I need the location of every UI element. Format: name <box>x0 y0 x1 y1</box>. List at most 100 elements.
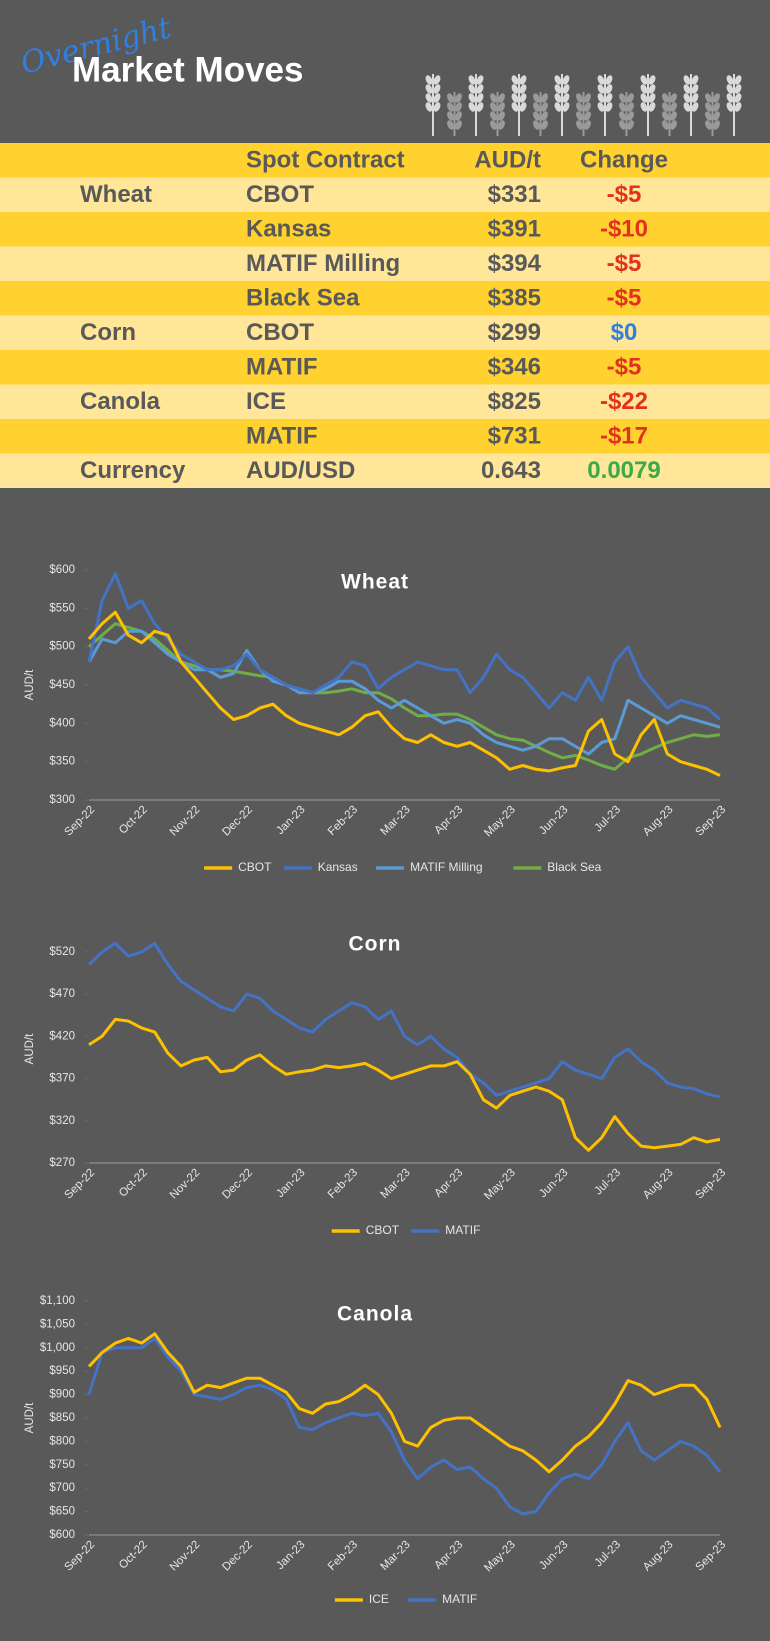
grain <box>662 93 669 103</box>
grain <box>554 75 562 85</box>
chart-title: Corn <box>349 933 402 956</box>
grain <box>533 93 540 103</box>
price: $331 <box>488 181 541 208</box>
grain <box>691 84 699 94</box>
grain <box>619 120 626 130</box>
grain <box>562 93 570 103</box>
grain <box>597 75 605 85</box>
price: $385 <box>488 285 541 312</box>
change: -$5 <box>607 250 642 277</box>
grain <box>627 93 634 103</box>
y-tick-label: $650 <box>49 1506 75 1518</box>
grain <box>433 75 441 85</box>
grain <box>562 75 570 85</box>
contract: CBOT <box>246 181 314 208</box>
grain <box>533 102 540 112</box>
column-header: Spot Contract <box>246 147 405 174</box>
grain <box>619 102 626 112</box>
grain <box>519 75 527 85</box>
price: $825 <box>488 388 541 415</box>
grain <box>713 93 720 103</box>
y-tick-label: $1,050 <box>40 1318 75 1330</box>
chart-title: Canola <box>337 1303 413 1326</box>
grain <box>447 111 454 121</box>
series-line <box>88 1017 721 1152</box>
contract: CBOT <box>246 319 314 346</box>
grain <box>541 102 548 112</box>
grain <box>490 102 497 112</box>
contract: Kansas <box>246 216 331 243</box>
legend-label: MATIF <box>445 1223 480 1237</box>
grain <box>511 75 519 85</box>
grain <box>605 75 613 85</box>
row-group: Currency <box>80 457 186 484</box>
grain <box>476 102 484 112</box>
grain <box>597 93 605 103</box>
grain <box>554 93 562 103</box>
grain <box>670 93 677 103</box>
row-group: Canola <box>80 388 161 415</box>
y-axis-label: AUD/t <box>24 1033 36 1064</box>
y-tick-label: $350 <box>49 756 75 768</box>
grain <box>541 93 548 103</box>
column-header: Change <box>580 147 668 174</box>
table-row <box>0 419 770 454</box>
series-line <box>87 1336 722 1516</box>
grain <box>498 111 505 121</box>
y-tick-label: $300 <box>49 794 75 806</box>
y-tick-label: $1,100 <box>40 1295 75 1307</box>
grain <box>425 102 433 112</box>
price: $299 <box>488 319 541 346</box>
y-tick-label: $450 <box>49 679 75 691</box>
legend-label: ICE <box>369 1592 389 1606</box>
grain <box>490 111 497 121</box>
contract: MATIF Milling <box>246 250 400 277</box>
grain <box>734 75 742 85</box>
y-tick-label: $950 <box>49 1365 75 1377</box>
legend-label: Kansas <box>318 860 358 874</box>
y-tick-label: $700 <box>49 1482 75 1494</box>
legend-label: CBOT <box>366 1223 400 1237</box>
wheat-icons <box>425 74 742 136</box>
chart-title: Wheat <box>341 571 409 594</box>
legend-label: MATIF <box>442 1592 477 1606</box>
y-tick-label: $500 <box>49 641 75 653</box>
grain <box>584 102 591 112</box>
table-row <box>0 246 770 281</box>
grain <box>726 84 734 94</box>
grain <box>498 102 505 112</box>
grain <box>734 102 742 112</box>
grain <box>691 93 699 103</box>
grain <box>576 102 583 112</box>
grain <box>648 84 656 94</box>
table-row <box>0 177 770 212</box>
series-line <box>87 610 721 777</box>
grain <box>576 120 583 130</box>
grain <box>519 93 527 103</box>
grain <box>476 84 484 94</box>
grain <box>425 75 433 85</box>
grain <box>468 102 476 112</box>
change: -$10 <box>600 216 648 243</box>
grain <box>476 75 484 85</box>
y-tick-label: $800 <box>49 1435 75 1447</box>
grain <box>640 75 648 85</box>
price: $391 <box>488 216 541 243</box>
grain <box>683 102 691 112</box>
grain <box>713 120 720 130</box>
grain <box>541 120 548 130</box>
grain <box>734 93 742 103</box>
grain <box>433 93 441 103</box>
grain <box>597 102 605 112</box>
grain <box>691 102 699 112</box>
table-row <box>0 281 770 316</box>
grain <box>533 111 540 121</box>
grain <box>490 93 497 103</box>
grain <box>683 75 691 85</box>
grain <box>511 102 519 112</box>
grain <box>519 102 527 112</box>
contract: AUD/USD <box>246 457 355 484</box>
y-tick-label: $370 <box>49 1073 75 1085</box>
grain <box>584 111 591 121</box>
grain <box>619 111 626 121</box>
